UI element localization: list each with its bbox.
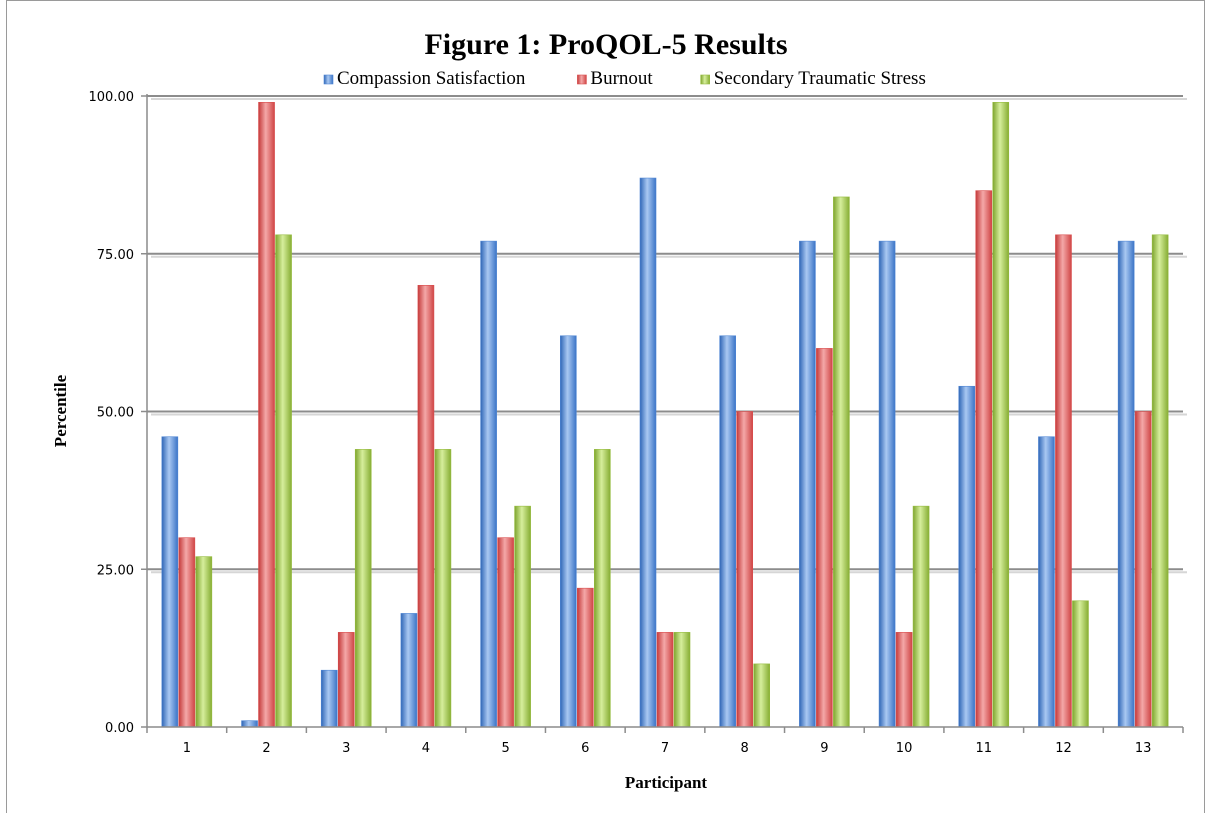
- x-tick-labels: 1 2 3 4 5 6 7 8 9 10 11 12 13: [146, 727, 1184, 756]
- bar-secondary-traumatic-stress-6: [594, 449, 611, 728]
- x-tick-label: 6: [581, 741, 589, 756]
- bar-compassion-satisfaction-13: [1117, 240, 1135, 728]
- bar-burnout-4: [417, 284, 435, 728]
- y-axis-label: Percentile: [51, 374, 70, 447]
- x-tick-label: 3: [342, 741, 350, 756]
- x-tick-label: 10: [896, 741, 913, 756]
- legend: Compassion Satisfaction Burnout Secondary …: [323, 68, 926, 89]
- bar-secondary-traumatic-stress-13: [1151, 234, 1169, 728]
- y-tick-label: 0.00: [105, 721, 134, 736]
- bar-compassion-satisfaction-5: [480, 240, 497, 728]
- bar-compassion-satisfaction-10: [878, 240, 896, 728]
- bar-compassion-satisfaction-12: [1038, 436, 1055, 728]
- bar-compassion-satisfaction-2: [241, 720, 258, 728]
- bar-burnout-6: [577, 587, 594, 728]
- bar-compassion-satisfaction-6: [560, 335, 577, 728]
- legend-label: Burnout: [590, 68, 653, 89]
- x-tick-label: 11: [975, 741, 992, 756]
- y-tick-labels: 0.00 25.00 50.00 75.00 100.00: [89, 90, 147, 736]
- x-tick-label: 5: [501, 741, 509, 756]
- bar-secondary-traumatic-stress-5: [514, 505, 531, 728]
- bar-compassion-satisfaction-7: [639, 177, 657, 728]
- x-tick-label: 4: [422, 741, 430, 756]
- bar-secondary-traumatic-stress-12: [1072, 600, 1089, 728]
- x-tick-label: 2: [262, 741, 270, 756]
- bar-burnout-12: [1055, 234, 1072, 728]
- bar-secondary-traumatic-stress-2: [275, 234, 292, 728]
- bar-compassion-satisfaction-1: [161, 436, 179, 728]
- x-tick-label: 1: [183, 741, 191, 756]
- bar-burnout-7: [656, 632, 674, 728]
- bar-secondary-traumatic-stress-7: [673, 632, 691, 728]
- legend-swatch: [700, 74, 710, 85]
- bar-secondary-traumatic-stress-3: [354, 449, 372, 728]
- bar-compassion-satisfaction-3: [320, 669, 338, 728]
- bar-secondary-traumatic-stress-1: [195, 556, 213, 728]
- chart-title: Figure 1: ProQOL-5 Results: [424, 28, 787, 61]
- legend-label: Compassion Satisfaction: [337, 68, 526, 89]
- bar-burnout-10: [895, 632, 913, 728]
- x-tick-label: 12: [1055, 741, 1072, 756]
- bar-secondary-traumatic-stress-4: [434, 449, 452, 728]
- bar-burnout-8: [736, 411, 753, 728]
- legend-swatch: [577, 74, 587, 85]
- bar-burnout-9: [816, 348, 833, 728]
- gridlines: [147, 95, 1187, 574]
- bar-burnout-3: [337, 632, 355, 728]
- bar-compassion-satisfaction-9: [799, 240, 816, 728]
- legend-swatch: [323, 74, 334, 85]
- x-tick-label: 8: [741, 741, 749, 756]
- bar-burnout-2: [258, 102, 275, 728]
- y-tick-label: 50.00: [97, 406, 134, 421]
- y-tick-label: 25.00: [97, 563, 134, 578]
- legend-label: Secondary Traumatic Stress: [714, 68, 926, 89]
- x-tick-label: 9: [820, 741, 828, 756]
- axes: [146, 94, 1183, 728]
- bar-secondary-traumatic-stress-10: [912, 505, 930, 728]
- bar-compassion-satisfaction-11: [958, 385, 976, 728]
- bar-compassion-satisfaction-8: [719, 335, 736, 728]
- bar-secondary-traumatic-stress-8: [753, 663, 770, 728]
- bar-burnout-5: [497, 537, 514, 728]
- bar-secondary-traumatic-stress-9: [833, 196, 850, 728]
- bar-burnout-13: [1134, 411, 1152, 728]
- chart-frame: [6, 0, 1205, 813]
- y-tick-label: 100.00: [89, 90, 135, 105]
- bar-secondary-traumatic-stress-11: [992, 102, 1010, 728]
- bar-compassion-satisfaction-4: [400, 613, 418, 728]
- bars: [161, 102, 1169, 728]
- bar-burnout-1: [178, 537, 196, 728]
- x-tick-label: 7: [661, 741, 669, 756]
- bar-burnout-11: [975, 190, 993, 728]
- x-tick-label: 13: [1135, 741, 1152, 756]
- y-tick-label: 75.00: [97, 248, 134, 263]
- x-axis-label: Participant: [625, 773, 707, 792]
